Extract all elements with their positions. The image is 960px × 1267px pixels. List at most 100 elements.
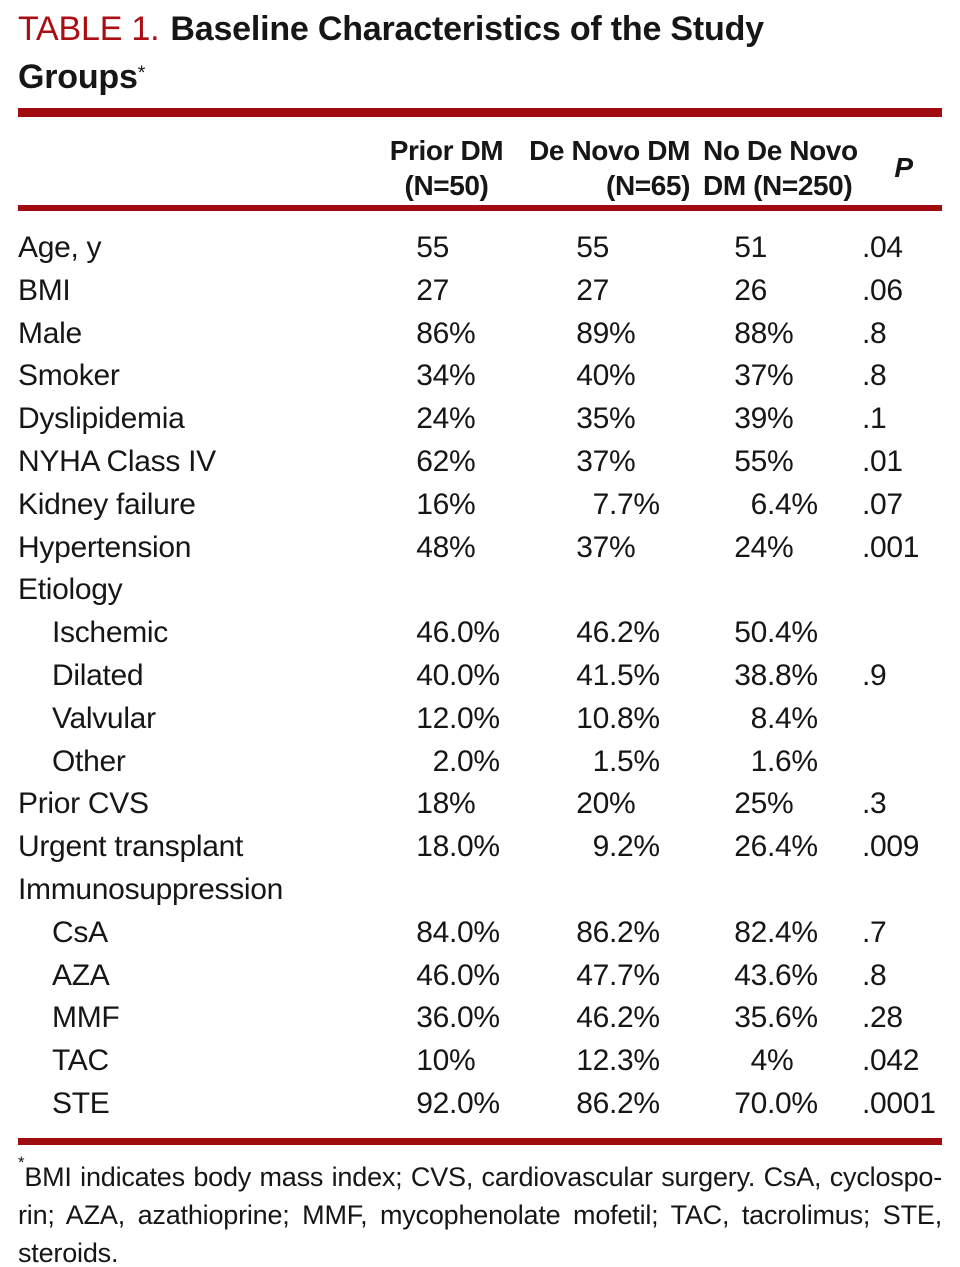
value-cell: 18.0%: [416, 830, 500, 864]
row-label: BMI: [18, 273, 71, 307]
table-row: Dilated 40.0% 41.5% 38.8% .9: [0, 655, 960, 698]
footnote-text: BMI indicates body mass index; CVS, card…: [24, 1162, 942, 1192]
value-cell: 48%: [416, 530, 476, 564]
value-cell: 35%: [576, 402, 636, 436]
column-header-de-novo-dm: De Novo DM (N=65): [500, 133, 690, 203]
table-row: Ischemic 46.0% 46.2% 50.4%: [0, 612, 960, 655]
value-cell: 82.4%: [734, 915, 818, 949]
value-cell: 6.4%: [750, 487, 818, 521]
p-value-cell: .07: [862, 487, 903, 521]
column-header-line: P: [894, 152, 913, 183]
value-cell: 55%: [734, 444, 794, 478]
value-cell: 86%: [416, 316, 476, 350]
table-row: TAC 10% 12.3% 4% .042: [0, 1040, 960, 1083]
value-cell: 55: [416, 231, 449, 264]
value-cell: 55: [576, 231, 609, 264]
value-cell: 27: [576, 273, 609, 307]
value-cell: 27: [416, 273, 449, 307]
column-header-line: De Novo DM: [529, 135, 690, 166]
table-row: Male 86% 89% 88% .8: [0, 313, 960, 356]
value-cell: 37%: [734, 359, 794, 393]
value-cell: 39%: [734, 402, 794, 436]
value-cell: 20%: [576, 787, 636, 821]
table-row: Immunosuppression: [0, 869, 960, 912]
row-label: Valvular: [52, 701, 156, 735]
table-row: CsA 84.0% 86.2% 82.4% .7: [0, 912, 960, 955]
title-footnote-marker: *: [137, 62, 146, 84]
table-number: TABLE 1.: [18, 10, 160, 48]
table-row: Other 2.0% 1.5% 1.6%: [0, 741, 960, 784]
p-value-cell: .04: [862, 231, 903, 264]
row-label: TAC: [52, 1044, 109, 1078]
value-cell: 47.7%: [576, 958, 660, 992]
value-cell: 46.2%: [576, 616, 660, 650]
row-label: MMF: [52, 1001, 120, 1035]
table-row: AZA 46.0% 47.7% 43.6% .8: [0, 955, 960, 998]
table-row: Kidney failure 16% 7.7% 6.4% .07: [0, 484, 960, 527]
p-value-cell: .9: [862, 658, 887, 692]
table-row: Prior CVS 18% 20% 25% .3: [0, 783, 960, 826]
p-value-cell: .1: [862, 402, 887, 436]
table-body: Age, y 55 55 51 .04 BMI 27 27 26 .06 Male 86% 89% 88%…: [0, 227, 960, 1126]
row-label: Smoker: [18, 359, 120, 393]
value-cell: 12.0%: [416, 701, 500, 735]
row-label: Ischemic: [52, 616, 168, 650]
value-cell: 88%: [734, 316, 794, 350]
value-cell: 25%: [734, 787, 794, 821]
value-cell: 10.8%: [576, 701, 660, 735]
table-footnote: *BMI indicates body mass index; CVS, car…: [18, 1152, 942, 1267]
value-cell: 46.0%: [416, 958, 500, 992]
value-cell: 92.0%: [416, 1086, 500, 1120]
p-value-cell: .06: [862, 273, 903, 307]
value-cell: 46.0%: [416, 616, 500, 650]
footnote-line: steroids.: [18, 1238, 119, 1267]
p-value-cell: .8: [862, 316, 887, 350]
column-header-line: DM (N=250): [703, 170, 853, 201]
column-header-line: (N=50): [404, 170, 489, 201]
value-cell: 89%: [576, 316, 636, 350]
row-label: Other: [52, 744, 126, 778]
column-header-line: Prior DM: [389, 135, 504, 166]
table-title-line1: Baseline Characteristics of the Study: [170, 10, 764, 48]
row-label: Hypertension: [18, 530, 192, 564]
value-cell: 86.2%: [576, 915, 660, 949]
value-cell: 46.2%: [576, 1001, 660, 1035]
value-cell: 86.2%: [576, 1086, 660, 1120]
table-row: Age, y 55 55 51 .04: [0, 227, 960, 270]
row-label: Prior CVS: [18, 787, 149, 821]
value-cell: 41.5%: [576, 658, 660, 692]
value-cell: 34%: [416, 359, 476, 393]
header-rule: [18, 205, 942, 211]
value-cell: 62%: [416, 444, 476, 478]
value-cell: 24%: [734, 530, 794, 564]
value-cell: 12.3%: [576, 1044, 660, 1078]
value-cell: 8.4%: [750, 701, 818, 735]
table-row: Dyslipidemia 24% 35% 39% .1: [0, 398, 960, 441]
value-cell: 4%: [750, 1044, 794, 1078]
value-cell: 36.0%: [416, 1001, 500, 1035]
p-value-cell: .01: [862, 444, 903, 478]
p-value-cell: .3: [862, 787, 887, 821]
value-cell: 51: [734, 231, 767, 264]
table-row: Etiology: [0, 569, 960, 612]
p-value-cell: .001: [862, 530, 920, 564]
value-cell: 1.6%: [750, 744, 818, 778]
value-cell: 43.6%: [734, 958, 818, 992]
value-cell: 38.8%: [734, 658, 818, 692]
value-cell: 35.6%: [734, 1001, 818, 1035]
table-row: STE 92.0% 86.2% 70.0% .0001: [0, 1083, 960, 1126]
p-value-cell: .009: [862, 830, 920, 864]
row-label: Urgent transplant: [18, 830, 244, 864]
value-cell: 2.0%: [432, 744, 500, 778]
value-cell: 1.5%: [592, 744, 660, 778]
row-label: Kidney failure: [18, 487, 196, 521]
row-label: Male: [18, 316, 82, 350]
value-cell: 40%: [576, 359, 636, 393]
value-cell: 70.0%: [734, 1086, 818, 1120]
p-value-cell: .8: [862, 958, 887, 992]
p-value-cell: .8: [862, 359, 887, 393]
footnote-line: rin; AZA, azathioprine; MMF, mycophenola…: [18, 1200, 942, 1230]
row-label: AZA: [52, 958, 110, 992]
row-label: Etiology: [18, 573, 123, 607]
value-cell: 37%: [576, 530, 636, 564]
